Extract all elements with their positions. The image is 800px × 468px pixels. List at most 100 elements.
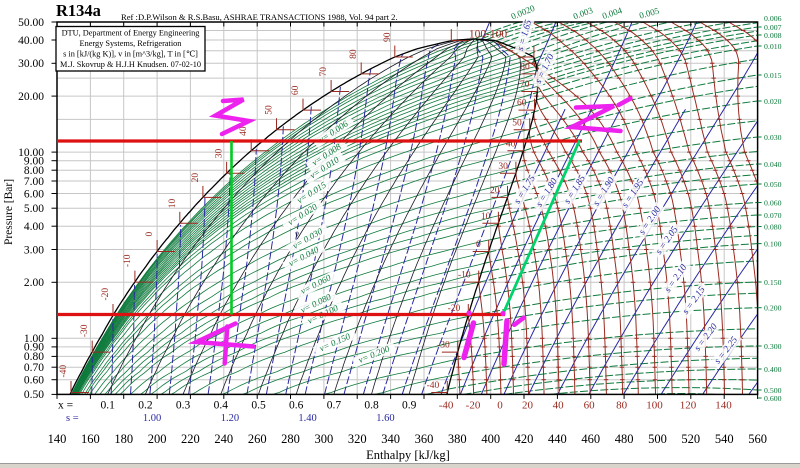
svg-text:-40: -40 xyxy=(427,381,440,391)
svg-text:R134a: R134a xyxy=(56,1,101,20)
svg-text:480: 480 xyxy=(615,432,634,446)
svg-text:-10: -10 xyxy=(123,254,133,267)
svg-text:-40: -40 xyxy=(59,365,69,378)
svg-text:-40: -40 xyxy=(439,400,454,412)
svg-text:6.00: 6.00 xyxy=(24,188,44,200)
svg-text:x =: x = xyxy=(58,400,73,412)
svg-text:0.015: 0.015 xyxy=(764,71,782,80)
svg-text:540: 540 xyxy=(715,432,734,446)
svg-text:0.5: 0.5 xyxy=(251,400,266,412)
svg-text:2.00: 2.00 xyxy=(24,277,44,289)
svg-text:400: 400 xyxy=(481,432,500,446)
svg-text:280: 280 xyxy=(281,432,300,446)
svg-text:200: 200 xyxy=(148,432,167,446)
svg-text:520: 520 xyxy=(681,432,700,446)
svg-text:7.00: 7.00 xyxy=(24,176,44,188)
svg-text:0: 0 xyxy=(497,400,503,412)
svg-text:60: 60 xyxy=(517,99,527,109)
svg-text:-20: -20 xyxy=(448,304,461,314)
svg-text:60: 60 xyxy=(291,85,301,95)
svg-text:0.4: 0.4 xyxy=(214,400,229,412)
svg-text:40: 40 xyxy=(553,400,565,412)
svg-text:70: 70 xyxy=(319,67,329,77)
svg-text:1.60: 1.60 xyxy=(376,413,394,424)
svg-text:90: 90 xyxy=(383,32,393,42)
svg-text:160: 160 xyxy=(81,432,100,446)
svg-text:0.150: 0.150 xyxy=(764,278,782,287)
svg-text:0.007: 0.007 xyxy=(764,23,782,32)
svg-text:20: 20 xyxy=(490,186,500,196)
svg-text:0.200: 0.200 xyxy=(764,304,782,313)
svg-text:0.60: 0.60 xyxy=(24,375,44,387)
svg-text:460: 460 xyxy=(581,432,600,446)
svg-text:1.00: 1.00 xyxy=(24,333,44,345)
svg-text:s =: s = xyxy=(66,413,79,424)
svg-text:Pressure [Bar]: Pressure [Bar] xyxy=(3,179,15,245)
svg-text:Ref :D.P.Wilson & R.S.Basu, AS: Ref :D.P.Wilson & R.S.Basu, ASHRAE TRANS… xyxy=(121,12,398,22)
svg-text:0.90: 0.90 xyxy=(24,342,44,354)
svg-text:20: 20 xyxy=(191,173,201,183)
svg-text:80: 80 xyxy=(349,49,359,59)
svg-text:3.00: 3.00 xyxy=(24,244,44,256)
svg-text:560: 560 xyxy=(748,432,767,446)
svg-text:-30: -30 xyxy=(80,324,90,337)
svg-text:40: 40 xyxy=(506,139,516,149)
svg-text:0.80: 0.80 xyxy=(24,351,44,363)
svg-text:0.010: 0.010 xyxy=(764,42,782,51)
svg-text:80: 80 xyxy=(520,62,530,72)
svg-text:0.030: 0.030 xyxy=(764,133,782,142)
svg-text:Energy Systems, Refrigeration: Energy Systems, Refrigeration xyxy=(80,39,183,48)
svg-text:340: 340 xyxy=(381,432,400,446)
svg-text:0: 0 xyxy=(476,240,481,250)
svg-text:20: 20 xyxy=(522,400,534,412)
svg-text:0: 0 xyxy=(145,232,155,237)
svg-text:Enthalpy [kJ/kg]: Enthalpy [kJ/kg] xyxy=(366,448,450,462)
svg-text:0.050: 0.050 xyxy=(764,180,782,189)
svg-text:s in [kJ/(kg K)], v in [m^3/kg: s in [kJ/(kg K)], v in [m^3/kg], T in [℃… xyxy=(63,50,198,59)
svg-text:0.500: 0.500 xyxy=(764,386,782,395)
svg-text:10: 10 xyxy=(481,212,491,222)
svg-text:0.008: 0.008 xyxy=(764,31,782,40)
svg-text:30: 30 xyxy=(498,162,508,172)
svg-text:-10: -10 xyxy=(458,271,471,281)
svg-text:1.00: 1.00 xyxy=(143,413,161,424)
svg-text:30.00: 30.00 xyxy=(18,58,44,70)
svg-text:1.20: 1.20 xyxy=(221,413,239,424)
svg-text:0.060: 0.060 xyxy=(764,198,782,207)
svg-text:380: 380 xyxy=(448,432,467,446)
svg-text:500: 500 xyxy=(648,432,667,446)
svg-text:360: 360 xyxy=(415,432,434,446)
svg-text:DTU, Department of Energy Engi: DTU, Department of Energy Engineering xyxy=(62,29,200,38)
svg-text:0.040: 0.040 xyxy=(764,160,782,169)
svg-text:0.100: 0.100 xyxy=(764,239,782,248)
svg-text:0.020: 0.020 xyxy=(764,97,782,106)
svg-text:30: 30 xyxy=(215,149,225,159)
svg-text:140: 140 xyxy=(48,432,67,446)
svg-text:50.00: 50.00 xyxy=(18,17,44,29)
svg-text:1.40: 1.40 xyxy=(298,413,316,424)
svg-text:M.J. Skovrup & H.J.H Knudsen.: M.J. Skovrup & H.J.H Knudsen. 07-02-10 xyxy=(60,60,201,69)
svg-text:0.7: 0.7 xyxy=(327,400,342,412)
svg-text:10: 10 xyxy=(168,199,178,209)
svg-text:0.2: 0.2 xyxy=(138,400,153,412)
svg-text:440: 440 xyxy=(548,432,567,446)
svg-text:60: 60 xyxy=(584,400,596,412)
svg-text:0.50: 0.50 xyxy=(24,389,44,401)
svg-text:300: 300 xyxy=(315,432,334,446)
svg-text:0.600: 0.600 xyxy=(764,394,782,403)
svg-text:40: 40 xyxy=(239,126,249,136)
svg-text:0.8: 0.8 xyxy=(364,400,379,412)
svg-text:140: 140 xyxy=(715,400,732,412)
svg-text:180: 180 xyxy=(114,432,133,446)
svg-text:5.00: 5.00 xyxy=(24,203,44,215)
svg-text:0.3: 0.3 xyxy=(176,400,191,412)
svg-text:0.006: 0.006 xyxy=(764,14,782,23)
svg-text:10.00: 10.00 xyxy=(18,147,44,159)
svg-text:50: 50 xyxy=(512,118,522,128)
svg-text:9.00: 9.00 xyxy=(24,156,44,168)
svg-text:0.080: 0.080 xyxy=(764,222,782,231)
svg-text:260: 260 xyxy=(248,432,267,446)
svg-text:-30: -30 xyxy=(437,341,450,351)
svg-text:420: 420 xyxy=(515,432,534,446)
svg-text:0.400: 0.400 xyxy=(764,365,782,374)
